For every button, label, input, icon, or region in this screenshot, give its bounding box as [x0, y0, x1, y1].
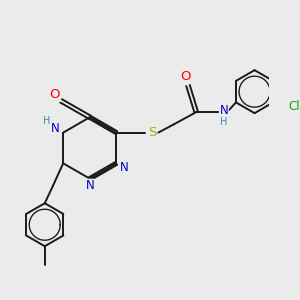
- Text: Cl: Cl: [289, 100, 300, 113]
- Text: O: O: [181, 70, 191, 83]
- Text: H: H: [220, 117, 227, 128]
- Text: N: N: [85, 179, 94, 192]
- Text: O: O: [50, 88, 60, 101]
- Text: H: H: [43, 116, 50, 126]
- Text: N: N: [120, 161, 129, 174]
- Text: N: N: [51, 122, 59, 135]
- Text: N: N: [220, 103, 228, 117]
- Text: S: S: [148, 126, 156, 139]
